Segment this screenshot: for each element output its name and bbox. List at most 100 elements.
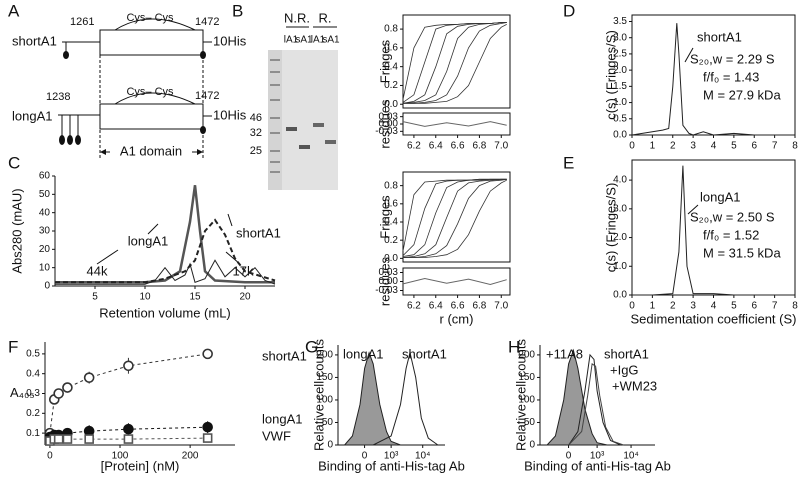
y-tick-label: 100 xyxy=(518,395,535,406)
panel-label: F xyxy=(8,337,18,356)
line xyxy=(632,165,795,296)
y-tick-label: -0.03 xyxy=(375,126,398,137)
x-tick-label: 6 xyxy=(751,301,757,312)
x-tick-label: 0 xyxy=(629,141,635,152)
x-tick-label: 1 xyxy=(650,301,656,312)
line xyxy=(402,22,507,100)
x-tick-label: 4 xyxy=(711,301,717,312)
y-tick-label: 40 xyxy=(39,207,51,218)
y-tick-label: 1.0 xyxy=(613,261,627,272)
x-tick-label: 7 xyxy=(772,301,778,312)
y-tick-label: 0.6 xyxy=(384,198,398,209)
panel-label: E xyxy=(563,153,574,172)
y-tick-label: 0.2 xyxy=(384,235,398,246)
line xyxy=(403,24,507,104)
panel-label: B xyxy=(232,1,243,20)
marker xyxy=(53,388,64,399)
glycan xyxy=(67,135,73,145)
x-tick-label: 10⁴ xyxy=(415,451,430,462)
gel: N.R. R. lA1 sA1 lA1 sA1 46 32 25 xyxy=(250,10,340,190)
marker xyxy=(202,433,213,443)
x-axis-label: Binding of anti-His-tag Ab xyxy=(318,458,465,473)
plot-frame xyxy=(402,14,511,109)
mw-marker: 46 xyxy=(250,112,262,124)
x-tick-label: 0 xyxy=(362,451,368,462)
marker xyxy=(62,434,73,444)
y-tick-label: 1.0 xyxy=(613,97,627,108)
line xyxy=(402,277,507,286)
marker xyxy=(83,372,95,383)
x-tick-label: 2 xyxy=(670,141,676,152)
lane-label: sA1 xyxy=(295,35,313,46)
y-tick-label: 1.5 xyxy=(613,81,627,92)
line xyxy=(55,259,276,285)
disulfide-label: Cys– Cys xyxy=(126,86,174,98)
x-tick-label: 6.8 xyxy=(472,141,486,152)
a1-box xyxy=(99,29,204,56)
disulfide-arc xyxy=(114,18,196,31)
y-tick-label: 2.0 xyxy=(613,65,627,76)
y-tick-label: 0.4 xyxy=(384,61,398,72)
lane-label: lA1 xyxy=(311,35,326,46)
annotation: longA1 xyxy=(128,233,168,248)
x-axis-label: Binding of anti-His-tag Ab xyxy=(524,458,671,473)
y-axis-label: Relative cell counts xyxy=(513,339,528,451)
tag-label: 10His xyxy=(213,33,247,48)
y-tick-label: 3.0 xyxy=(613,203,627,214)
marker xyxy=(123,423,134,435)
series-label: VWF xyxy=(262,428,291,443)
protein-band xyxy=(325,140,336,144)
y-tick-label: 20 xyxy=(39,244,51,255)
y-tick-label: 0.5 xyxy=(26,349,40,360)
x-tick-label: 6.8 xyxy=(472,301,486,312)
series-label: +WM23 xyxy=(612,378,657,393)
line xyxy=(402,178,507,257)
x-tick-label: 6.4 xyxy=(429,301,443,312)
disulfide-label: Cys– Cys xyxy=(126,12,174,24)
x-tick-label: 20 xyxy=(239,292,251,303)
residue: 1472 xyxy=(195,16,219,28)
y-tick-label: 0.00 xyxy=(379,119,399,130)
annotation: 17k xyxy=(233,263,254,278)
y-tick-label: 3.0 xyxy=(613,32,627,43)
y-axis-label: residues xyxy=(377,256,392,306)
y-tick-label: 2.0 xyxy=(613,232,627,243)
protein-band xyxy=(299,145,310,149)
ladder-lane xyxy=(268,50,282,190)
marker xyxy=(62,382,73,393)
annotation: S₂₀,w = 2.29 S xyxy=(690,51,775,66)
panel-label: A xyxy=(8,1,20,20)
lane-label: lA1 xyxy=(284,35,299,46)
panel-label: D xyxy=(563,1,575,20)
line xyxy=(568,363,624,446)
annotation: shortA1 xyxy=(604,346,649,361)
protein-band xyxy=(313,123,324,127)
protein-band xyxy=(286,127,297,131)
x-tick-label: 10⁴ xyxy=(623,451,638,462)
glycan xyxy=(59,135,65,145)
y-axis-label: c(s) (Fringes/S) xyxy=(603,183,618,273)
y-tick-label: 0.0 xyxy=(384,253,398,264)
y-tick-label: 0.6 xyxy=(384,43,398,54)
x-tick-label: 6.2 xyxy=(407,141,421,152)
y-axis-label: Abs280 (mAU) xyxy=(9,188,24,273)
y-tick-label: 0.2 xyxy=(26,408,40,419)
x-tick-label: 1 xyxy=(650,141,656,152)
y-tick-label: 200 xyxy=(518,350,535,361)
line xyxy=(403,179,507,258)
construct-name: shortA1 xyxy=(12,33,57,48)
x-tick-label: 8 xyxy=(792,301,798,312)
y-tick-label: 0 xyxy=(529,440,535,451)
y-tick-label: 0.03 xyxy=(379,267,399,278)
y-tick-label: 50 xyxy=(524,417,536,428)
y-tick-label: 0.0 xyxy=(613,130,627,141)
y-tick-label: 50 xyxy=(322,417,334,428)
x-tick-label: 6.4 xyxy=(429,141,443,152)
line xyxy=(55,218,276,284)
x-tick-label: 200 xyxy=(182,451,199,462)
residue: 1261 xyxy=(70,16,94,28)
ladder-bands xyxy=(270,59,280,173)
y-tick-label: 10 xyxy=(39,262,51,273)
condition: N.R. xyxy=(284,10,310,25)
